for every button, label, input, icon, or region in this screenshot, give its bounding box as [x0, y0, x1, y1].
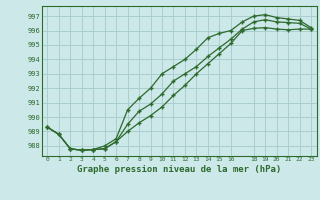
X-axis label: Graphe pression niveau de la mer (hPa): Graphe pression niveau de la mer (hPa) [77, 165, 281, 174]
